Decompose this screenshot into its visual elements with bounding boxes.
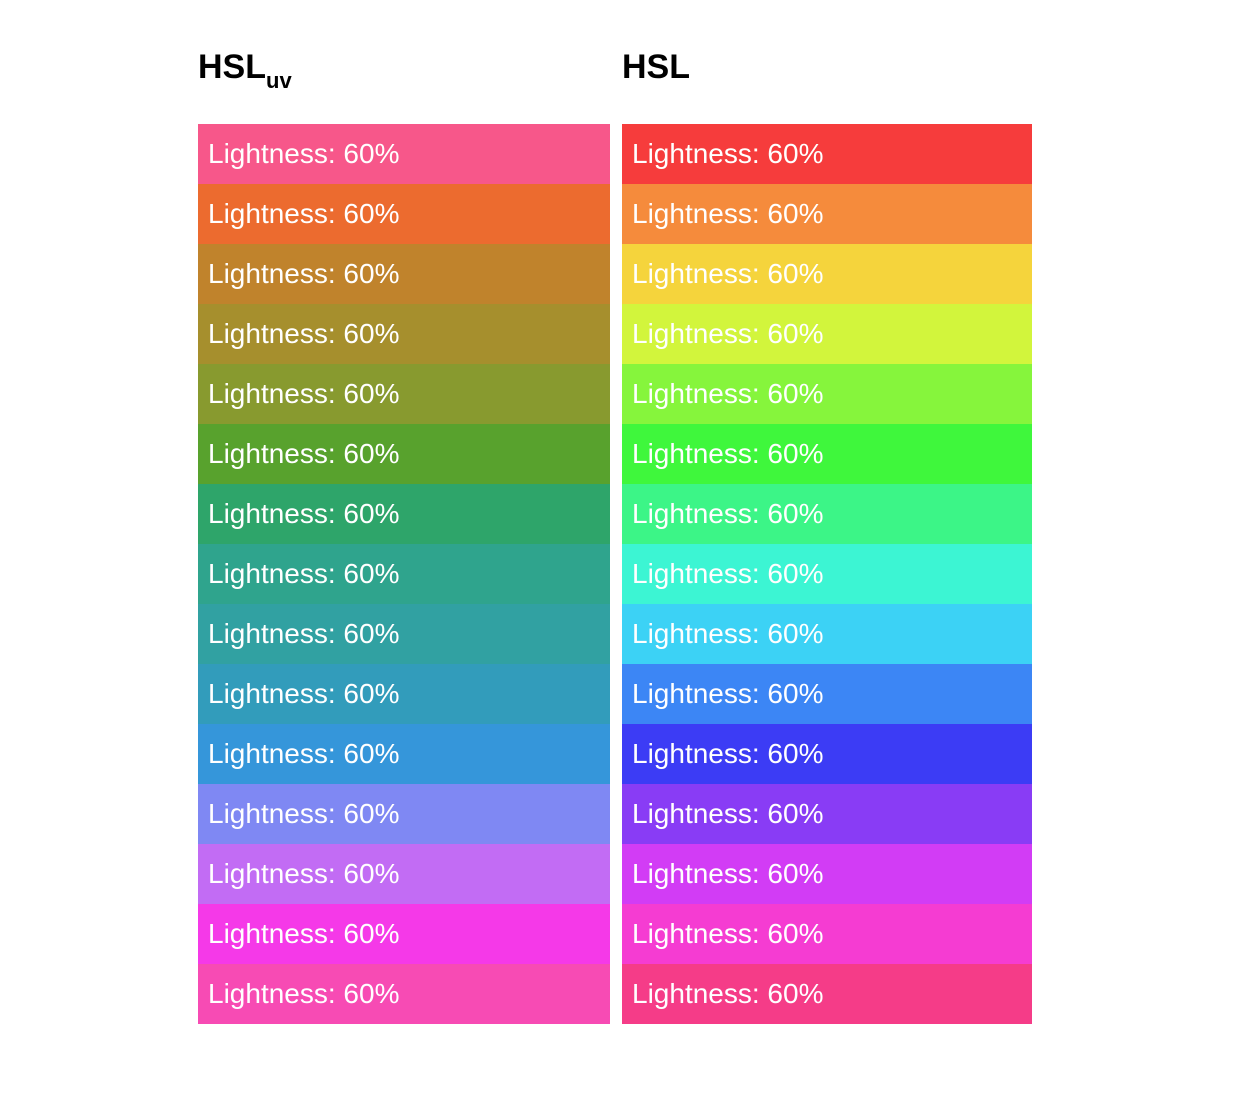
color-swatch: Lightness: 60% xyxy=(622,364,1032,424)
hsluv-title-main: HSL xyxy=(198,48,266,86)
color-swatch: Lightness: 60% xyxy=(198,784,610,844)
color-swatch: Lightness: 60% xyxy=(622,964,1032,1024)
color-swatch: Lightness: 60% xyxy=(198,304,610,364)
color-swatch: Lightness: 60% xyxy=(622,184,1032,244)
color-swatch: Lightness: 60% xyxy=(622,724,1032,784)
hsluv-title-subscript: uv xyxy=(266,68,292,93)
color-swatch: Lightness: 60% xyxy=(198,244,610,304)
hsl-title-main: HSL xyxy=(622,48,690,86)
color-swatch: Lightness: 60% xyxy=(198,604,610,664)
color-swatch: Lightness: 60% xyxy=(198,724,610,784)
color-swatch: Lightness: 60% xyxy=(198,184,610,244)
color-swatch: Lightness: 60% xyxy=(198,544,610,604)
hsl-title: HSL xyxy=(622,48,690,87)
color-swatch: Lightness: 60% xyxy=(622,664,1032,724)
color-swatch: Lightness: 60% xyxy=(198,664,610,724)
color-swatch: Lightness: 60% xyxy=(622,484,1032,544)
color-swatch: Lightness: 60% xyxy=(198,124,610,184)
color-swatch: Lightness: 60% xyxy=(622,604,1032,664)
color-swatch: Lightness: 60% xyxy=(198,844,610,904)
color-swatch: Lightness: 60% xyxy=(198,964,610,1024)
color-swatch: Lightness: 60% xyxy=(198,484,610,544)
color-swatch: Lightness: 60% xyxy=(622,844,1032,904)
hsluv-swatch-list: Lightness: 60% Lightness: 60% Lightness: 6… xyxy=(198,124,610,1024)
color-swatch: Lightness: 60% xyxy=(622,784,1032,844)
color-swatch: Lightness: 60% xyxy=(198,424,610,484)
hsluv-title: HSLuv xyxy=(198,48,292,94)
hsl-swatch-list: Lightness: 60% Lightness: 60% Lightness: 6… xyxy=(622,124,1032,1024)
color-swatch: Lightness: 60% xyxy=(622,124,1032,184)
color-swatch: Lightness: 60% xyxy=(198,364,610,424)
color-swatch: Lightness: 60% xyxy=(622,304,1032,364)
color-swatch: Lightness: 60% xyxy=(198,904,610,964)
color-swatch: Lightness: 60% xyxy=(622,424,1032,484)
color-swatch: Lightness: 60% xyxy=(622,244,1032,304)
color-swatch: Lightness: 60% xyxy=(622,544,1032,604)
color-swatch: Lightness: 60% xyxy=(622,904,1032,964)
